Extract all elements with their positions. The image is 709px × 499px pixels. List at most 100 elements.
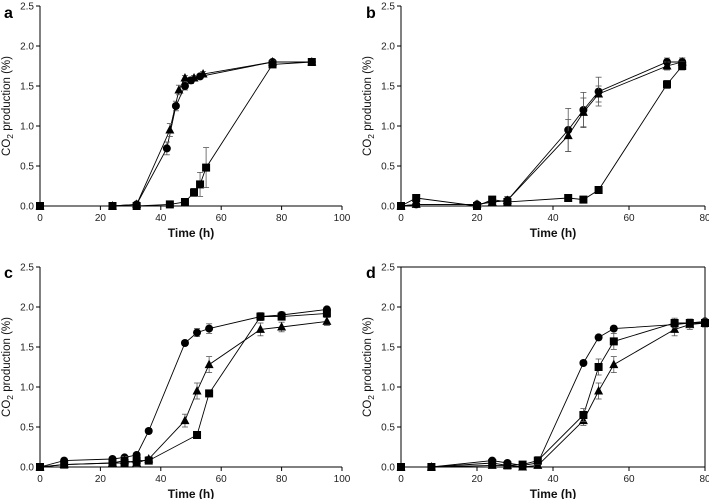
y-tick-label: 0.5 — [381, 423, 395, 434]
x-axis-title: Time (h) — [530, 487, 576, 499]
y-axis-title-main: CO — [362, 400, 374, 417]
y-axis-title: CO2 production (%) — [1, 317, 15, 417]
data-point-triangle — [322, 316, 332, 325]
y-tick-label: 0.5 — [20, 423, 34, 434]
y-axis-title-sub: 2 — [5, 395, 15, 400]
data-point-square — [412, 194, 421, 202]
y-axis-title-rest: production (%) — [362, 317, 374, 395]
data-point-square — [701, 319, 709, 327]
data-point-square — [397, 202, 405, 210]
data-point-square — [670, 319, 679, 327]
y-tick-label: 1.5 — [381, 82, 395, 93]
y-tick-label: 1.5 — [20, 343, 34, 354]
x-tick-label: 0 — [37, 474, 43, 485]
x-tick-label: 80 — [699, 474, 709, 485]
x-tick-label: 20 — [471, 474, 483, 485]
y-tick-label: 1.0 — [20, 122, 34, 133]
data-point-square — [564, 194, 573, 202]
data-point-square — [322, 309, 331, 318]
data-point-circle — [180, 82, 189, 90]
data-point-square — [60, 460, 69, 469]
data-point-square — [473, 202, 481, 210]
data-point-circle — [171, 102, 180, 110]
y-tick-label: 1.0 — [381, 383, 395, 394]
x-tick-label: 0 — [37, 213, 43, 224]
y-axis-title-main: CO — [1, 400, 13, 417]
y-axis-title-sub: 2 — [366, 395, 376, 400]
data-point-circle — [193, 328, 202, 337]
y-axis-title-sub: 2 — [5, 134, 15, 139]
data-point-square — [503, 198, 512, 206]
y-tick-label: 2.0 — [381, 42, 395, 53]
data-point-triangle — [180, 73, 190, 82]
x-tick-label: 100 — [334, 474, 351, 485]
data-point-square — [202, 163, 211, 172]
data-point-triangle — [198, 69, 208, 78]
panel-letter: b — [366, 5, 376, 22]
data-point-square — [427, 463, 436, 471]
series-square — [36, 58, 316, 210]
y-axis-title-main: CO — [1, 139, 13, 156]
x-axis-title: Time (h) — [168, 487, 214, 499]
series-line-triangle — [40, 61, 312, 207]
series-circle — [36, 305, 331, 471]
data-point-circle — [144, 427, 153, 435]
series-line-square — [401, 322, 705, 468]
data-point-circle — [594, 333, 603, 342]
series-triangle — [35, 57, 317, 210]
data-point-square — [256, 312, 265, 321]
data-point-circle — [609, 324, 618, 333]
data-point-triangle — [174, 85, 184, 94]
y-tick-label: 2.5 — [381, 263, 395, 274]
y-tick-label: 0.5 — [381, 162, 395, 173]
data-point-square — [594, 186, 603, 194]
y-tick-label: 2.5 — [20, 263, 34, 274]
y-tick-label: 2.5 — [20, 2, 34, 13]
y-tick-label: 1.0 — [381, 122, 395, 133]
x-tick-label: 60 — [216, 213, 228, 224]
x-tick-label: 60 — [216, 474, 228, 485]
data-point-square — [108, 202, 117, 210]
y-axis-title-text: CO2 production (%) — [362, 317, 376, 417]
data-point-square — [205, 389, 214, 398]
data-point-square — [518, 460, 527, 469]
x-tick-label: 40 — [547, 213, 559, 224]
data-point-square — [190, 188, 199, 197]
y-tick-label: 0.0 — [20, 463, 34, 474]
panel-letter: d — [366, 265, 376, 282]
series-circle — [397, 317, 709, 471]
data-point-square — [277, 312, 286, 321]
series-line-square — [40, 61, 312, 207]
data-point-circle — [579, 359, 588, 367]
data-point-square — [165, 200, 174, 209]
x-tick-label: 80 — [276, 474, 288, 485]
series-square — [36, 309, 331, 471]
x-tick-label: 0 — [398, 474, 404, 485]
data-point-square — [663, 80, 671, 89]
data-point-square — [36, 202, 44, 210]
series-triangle — [396, 318, 709, 471]
y-tick-label: 1.5 — [381, 343, 395, 354]
series-line-circle — [400, 61, 683, 207]
data-point-square — [488, 459, 497, 467]
y-tick-label: 2.0 — [381, 303, 395, 314]
data-point-triangle — [662, 61, 672, 70]
x-tick-label: 20 — [95, 213, 107, 224]
data-point-square — [579, 411, 588, 419]
data-point-square — [268, 60, 277, 69]
data-point-square — [132, 456, 141, 465]
y-axis-title-rest: production (%) — [362, 56, 374, 134]
data-point-square — [533, 456, 542, 465]
data-point-square — [196, 180, 205, 189]
x-axis-title: Time (h) — [530, 226, 576, 240]
panel-a: a 0.0 0.5 1.0 1.5 2.0 2.5 0 20 40 60 80 100 Time (h) C… — [1, 2, 351, 241]
x-tick-label: 80 — [276, 213, 288, 224]
y-axis-title-text: CO2 production (%) — [1, 56, 15, 156]
panel-b: b 0.0 0.5 1.0 1.5 2.0 2.5 0 20 40 60 80 Time (h) CO2 … — [362, 2, 709, 241]
series-line-circle — [40, 61, 312, 207]
data-point-square — [488, 195, 497, 204]
data-point-triangle — [204, 359, 214, 369]
data-point-circle — [180, 339, 189, 347]
data-point-square — [108, 459, 117, 467]
panel-d: d 0.0 0.5 1.0 1.5 2.0 2.5 0 20 40 60 80 Time (h) CO2 … — [362, 263, 709, 499]
